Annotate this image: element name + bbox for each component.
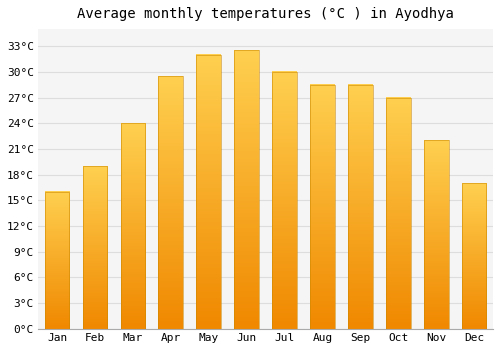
Title: Average monthly temperatures (°C ) in Ayodhya: Average monthly temperatures (°C ) in Ay… bbox=[77, 7, 454, 21]
